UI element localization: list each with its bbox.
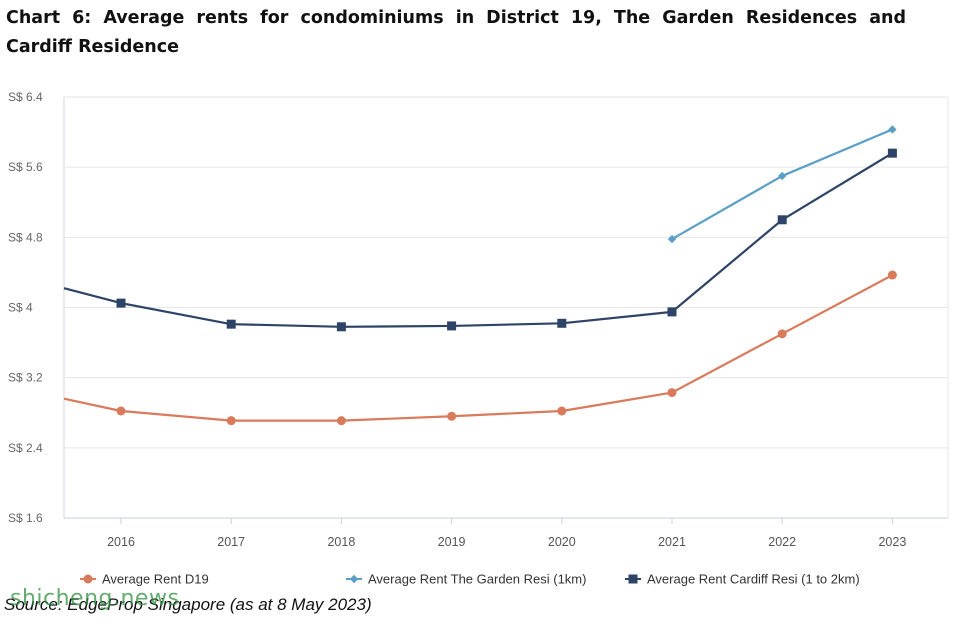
legend-marker <box>349 574 359 584</box>
y-axis: S$ 1.6 S$ 2.4 S$ 3.2 S$ 4 S$ 4.8 S$ 5.6 S$ 6.4 <box>8 90 43 525</box>
data-point-0-6 <box>777 329 787 339</box>
data-point-1-6 <box>778 171 787 181</box>
x-tick-label: 2022 <box>768 535 796 549</box>
x-tick-label: 2021 <box>658 535 686 549</box>
y-tick-label: S$ 5.6 <box>8 160 43 174</box>
grid-lines <box>63 96 949 519</box>
series-line-0 <box>63 274 893 422</box>
x-tick-label: 2016 <box>107 535 135 549</box>
legend-label: Average Rent D19 <box>102 572 209 587</box>
data-point-0-7 <box>887 270 897 280</box>
data-point-2-3 <box>447 321 457 331</box>
source-note: Source: EdgeProp Singapore (as at 8 May … <box>4 595 372 614</box>
legend-marker <box>628 574 638 584</box>
data-point-0-4 <box>557 406 567 416</box>
series-lines <box>63 128 893 422</box>
data-point-2-7 <box>887 148 897 158</box>
x-tick-label: 2020 <box>548 535 576 549</box>
watermark: shicheng.news <box>10 586 180 611</box>
y-tick-label: S$ 3.2 <box>8 371 43 385</box>
y-tick-label: S$ 2.4 <box>8 441 43 455</box>
data-point-1-5 <box>667 234 677 244</box>
legend: Average Rent D19 Average Rent The Garden … <box>80 572 860 587</box>
data-point-2-2 <box>336 322 346 332</box>
data-point-0-1 <box>226 416 236 426</box>
x-tick-label: 2023 <box>878 535 906 549</box>
series-markers <box>116 125 897 426</box>
data-point-2-0 <box>116 298 126 308</box>
data-point-0-3 <box>447 411 457 421</box>
data-point-0-2 <box>336 416 346 426</box>
x-tick-label: 2018 <box>327 535 355 549</box>
data-point-2-4 <box>557 318 567 328</box>
data-point-1-7 <box>888 125 897 134</box>
x-axis: 2016 2017 2018 2019 2020 2021 2022 2023 <box>107 518 906 549</box>
y-tick-label: S$ 4 <box>8 301 33 315</box>
legend-marker <box>83 574 93 584</box>
data-point-2-1 <box>226 319 236 329</box>
data-point-2-6 <box>777 215 787 225</box>
y-tick-label: S$ 6.4 <box>8 90 43 104</box>
chart-title: Chart 6: Average rents for condominiums … <box>6 8 906 57</box>
series-line-2 <box>63 152 893 328</box>
data-point-0-5 <box>667 388 677 398</box>
legend-label: Average Rent The Garden Resi (1km) <box>368 572 586 587</box>
y-tick-label: S$ 4.8 <box>8 230 43 244</box>
legend-label: Average Rent Cardiff Resi (1 to 2km) <box>647 572 860 587</box>
data-point-2-5 <box>667 307 677 317</box>
data-point-0-0 <box>116 406 126 416</box>
x-tick-label: 2019 <box>438 535 466 549</box>
x-tick-label: 2017 <box>217 535 245 549</box>
y-tick-label: S$ 1.6 <box>8 511 43 525</box>
